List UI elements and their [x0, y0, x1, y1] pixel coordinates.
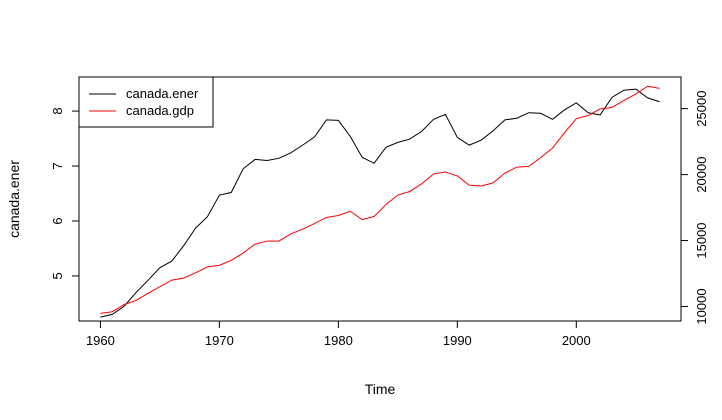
x-tick-label-1980: 1980	[324, 333, 353, 348]
y-right-tick-label-15000: 15000	[694, 222, 709, 258]
y-left-tick-label-5: 5	[50, 272, 65, 279]
y-left-tick-label-6: 6	[50, 217, 65, 224]
legend: canada.ener canada.gdp	[78, 76, 214, 128]
y-left-axis: 5 6 7 8	[50, 107, 79, 280]
y-left-tick-label-7: 7	[50, 162, 65, 169]
x-tick-label-2000: 2000	[562, 333, 591, 348]
y-right-tick-label-25000: 25000	[694, 91, 709, 127]
legend-label-canada-ener: canada.ener	[126, 86, 199, 101]
series-line-canada-gdp	[100, 85, 660, 314]
plot-box	[78, 76, 682, 322]
y-left-tick-label-8: 8	[50, 107, 65, 114]
y-right-tick-label-10000: 10000	[694, 288, 709, 324]
legend-box	[78, 76, 214, 128]
x-axis-title: Time	[365, 381, 396, 397]
y-right-axis: 10000 15000 20000 25000	[681, 91, 709, 325]
x-tick-label-1990: 1990	[443, 333, 472, 348]
series-line-canada-ener	[100, 88, 660, 318]
x-tick-label-1970: 1970	[205, 333, 234, 348]
series-layer	[100, 85, 660, 318]
x-axis: 1960 1970 1980 1990 2000	[86, 321, 591, 348]
y-right-tick-label-20000: 20000	[694, 157, 709, 193]
y-axis-title: canada.ener	[6, 160, 22, 238]
x-tick-label-1960: 1960	[86, 333, 115, 348]
legend-label-canada-gdp: canada.gdp	[126, 103, 194, 118]
